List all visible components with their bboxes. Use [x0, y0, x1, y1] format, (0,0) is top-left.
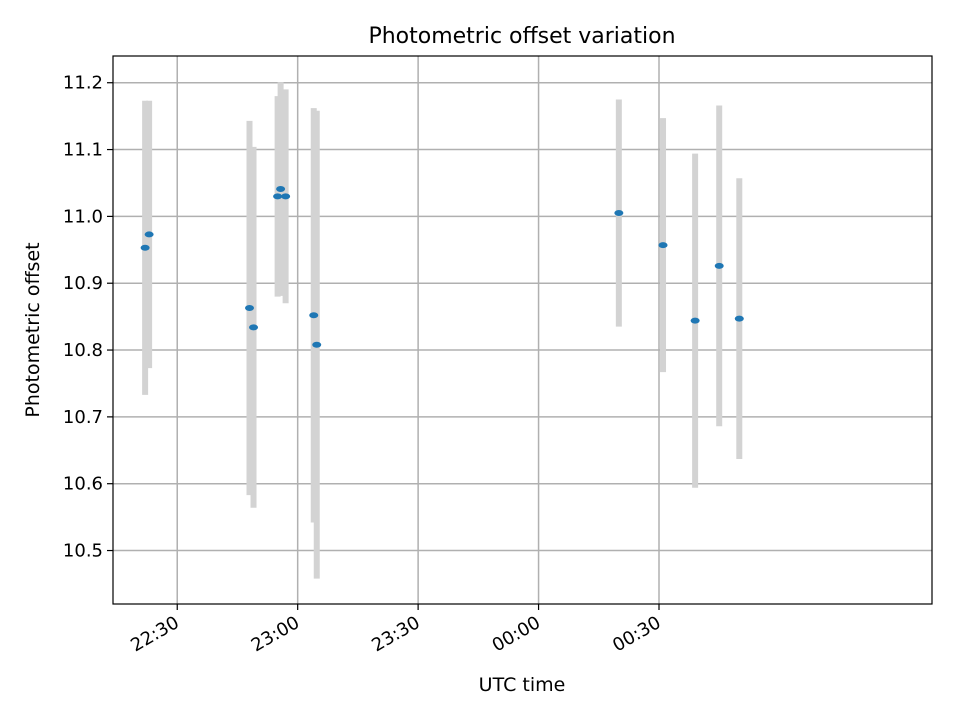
- data-points: [140, 185, 744, 348]
- data-point: [714, 262, 724, 269]
- y-tick-label: 10.6: [63, 474, 103, 495]
- data-point: [614, 210, 624, 217]
- y-tick-label: 10.5: [63, 541, 103, 562]
- data-point: [312, 341, 322, 348]
- y-tick-label: 10.9: [63, 273, 103, 294]
- data-point: [144, 231, 154, 238]
- y-tick-label: 10.8: [63, 340, 103, 361]
- data-point: [273, 193, 283, 200]
- data-point: [140, 244, 150, 251]
- y-tick-label: 11.1: [63, 140, 103, 161]
- data-point: [245, 304, 254, 311]
- y-tick-label: 11.0: [63, 206, 103, 227]
- data-point: [276, 185, 286, 192]
- data-point: [734, 315, 744, 322]
- y-tick-label: 11.2: [63, 73, 103, 94]
- y-tick-label: 10.7: [63, 407, 103, 428]
- plot-area-frame: [112, 55, 933, 605]
- x-axis-label: UTC time: [479, 674, 566, 696]
- data-point: [690, 317, 700, 324]
- data-point: [658, 242, 668, 249]
- data-point: [249, 324, 259, 331]
- data-point: [281, 193, 291, 200]
- data-point: [309, 312, 319, 319]
- chart-title: Photometric offset variation: [368, 24, 675, 49]
- y-axis-label: Photometric offset: [22, 242, 44, 417]
